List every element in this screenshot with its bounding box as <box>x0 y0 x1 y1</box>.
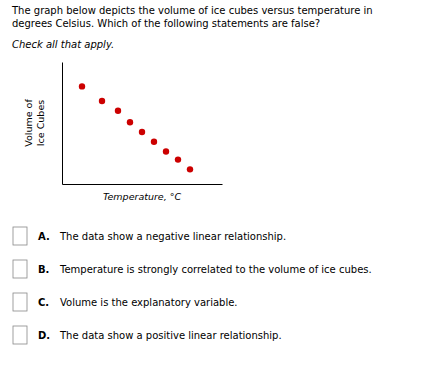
point <box>175 156 181 162</box>
point <box>127 119 133 125</box>
choice-text: Volume is the explanatory variable. <box>60 297 238 308</box>
x-axis-line <box>63 184 223 185</box>
checkbox <box>13 260 27 278</box>
subtitle: Check all that apply. <box>12 39 114 50</box>
title-line: The graph below depicts the volume of ic… <box>11 5 373 16</box>
chart: The graph below depicts the volume of ic… <box>0 0 426 369</box>
y-axis-line <box>62 63 63 185</box>
choice-label: C. <box>38 297 49 308</box>
point <box>99 98 105 104</box>
plot <box>63 63 223 185</box>
point <box>163 148 169 154</box>
point <box>139 129 145 135</box>
choice-label: D. <box>38 330 50 341</box>
y-label-line: Volume of <box>23 99 34 147</box>
points-inner <box>79 83 193 172</box>
point <box>115 108 121 114</box>
choice-text: The data show a positive linear relation… <box>59 330 282 341</box>
point <box>151 139 157 145</box>
point <box>79 83 85 89</box>
choice-label: A. <box>38 231 50 242</box>
x-label: Temperature, °C <box>103 191 182 202</box>
points <box>79 83 193 172</box>
choice-text: Temperature is strongly correlated to th… <box>59 264 372 275</box>
y-axis <box>62 63 63 185</box>
y-label-line: Ice Cubes <box>35 100 46 146</box>
x-axis <box>63 184 223 185</box>
title-line: degrees Celsius. Which of the following … <box>12 18 320 29</box>
checkbox <box>13 326 27 344</box>
checkbox <box>13 227 27 245</box>
y-label: Volume ofIce Cubes <box>23 99 46 147</box>
choice-label: B. <box>38 264 49 275</box>
point <box>187 166 193 172</box>
checkbox <box>13 293 27 311</box>
title: The graph below depicts the volume of ic… <box>11 5 373 29</box>
choice-text: The data show a negative linear relation… <box>59 231 286 242</box>
